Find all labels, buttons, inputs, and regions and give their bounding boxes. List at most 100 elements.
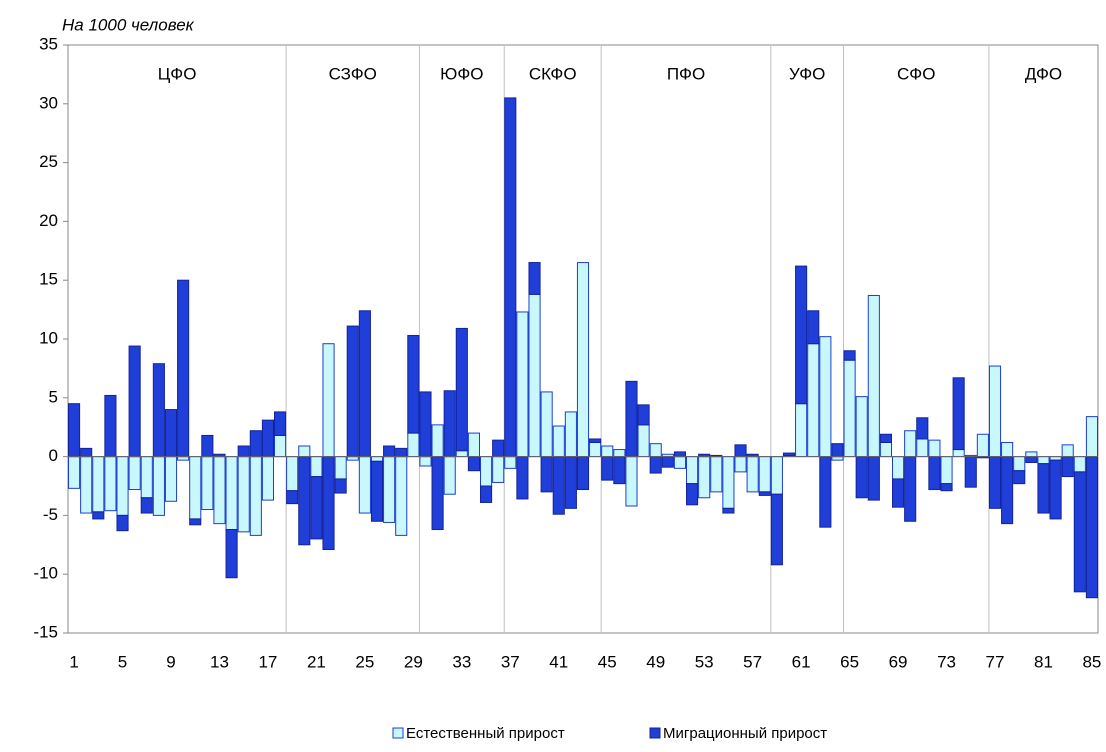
bar	[298, 445, 311, 458]
district-label: ПФО	[667, 64, 705, 83]
bar	[213, 456, 226, 525]
bar	[819, 336, 832, 458]
bar	[831, 443, 844, 458]
bar	[601, 456, 614, 481]
bar	[795, 403, 808, 458]
district-label: ДФО	[1025, 64, 1062, 83]
bar	[601, 445, 614, 458]
x-tick-label: 81	[1034, 652, 1053, 671]
bar	[613, 456, 626, 485]
bar	[867, 456, 880, 501]
bar	[892, 478, 905, 508]
bar	[274, 411, 287, 436]
bar	[92, 511, 105, 520]
bar	[625, 380, 638, 458]
bar	[576, 456, 590, 491]
bar	[104, 456, 117, 512]
bar	[395, 447, 408, 458]
bar	[928, 439, 941, 458]
bar	[201, 456, 214, 511]
bar	[395, 456, 408, 536]
bar	[140, 456, 153, 499]
bar	[746, 456, 759, 493]
legend-label: Миграционный прирост	[663, 725, 827, 742]
bar	[1013, 470, 1026, 485]
district-label: УФО	[789, 64, 825, 83]
bar	[164, 409, 178, 458]
bar	[734, 444, 747, 458]
bar	[1073, 456, 1086, 473]
bar	[807, 343, 820, 458]
legend-swatch	[392, 727, 404, 739]
bar	[516, 311, 529, 458]
bar	[92, 456, 105, 513]
district-label: СЗФО	[329, 64, 377, 83]
bar	[286, 456, 299, 492]
bar	[540, 391, 553, 458]
bar	[249, 456, 262, 536]
y-tick-label: 15	[39, 270, 58, 289]
y-tick-label: -5	[43, 505, 58, 524]
y-tick-label: 5	[49, 387, 58, 406]
bar	[249, 430, 262, 458]
x-tick-label: 21	[307, 652, 326, 671]
y-tick-label: 30	[39, 93, 58, 112]
bar	[940, 456, 953, 485]
bar	[431, 424, 444, 458]
bar	[237, 445, 250, 458]
y-tick-label: -10	[33, 564, 58, 583]
x-tick-label: 29	[404, 652, 423, 671]
x-tick-label: 17	[258, 652, 277, 671]
x-tick-label: 1	[69, 652, 78, 671]
bar	[952, 449, 965, 458]
bar	[370, 456, 384, 462]
bar	[904, 456, 917, 522]
bar	[237, 456, 250, 533]
bar	[358, 456, 371, 514]
bar	[152, 363, 165, 458]
bar	[855, 396, 868, 458]
bar	[467, 456, 481, 472]
bar	[334, 456, 347, 480]
bar	[722, 507, 735, 514]
bar	[177, 279, 190, 458]
bar	[492, 439, 505, 458]
bar	[419, 456, 432, 467]
bar	[116, 514, 129, 532]
bar	[419, 391, 432, 458]
bar	[431, 456, 444, 531]
bar	[552, 425, 565, 458]
bar	[346, 325, 359, 458]
bar	[879, 433, 892, 443]
bar	[1001, 456, 1014, 525]
bar	[80, 456, 93, 514]
bar	[867, 294, 880, 458]
bar	[261, 419, 275, 458]
bar	[625, 456, 638, 507]
bar	[504, 97, 517, 458]
bar	[710, 456, 723, 493]
bar	[310, 456, 323, 478]
bar	[346, 456, 359, 461]
bar	[1085, 456, 1098, 599]
bar	[480, 456, 493, 487]
bar	[480, 485, 493, 503]
bar	[443, 456, 456, 495]
bar	[770, 456, 783, 495]
bar	[516, 456, 529, 500]
bar	[988, 456, 1002, 509]
bar	[201, 434, 214, 458]
bar	[940, 483, 953, 492]
bar	[286, 490, 299, 505]
legend-label: Естественный прирост	[406, 725, 565, 742]
bar	[370, 460, 384, 522]
bar	[504, 456, 517, 469]
bar	[540, 456, 553, 493]
bar	[189, 518, 202, 526]
x-tick-label: 69	[889, 652, 908, 671]
x-tick-label: 9	[166, 652, 175, 671]
x-tick-label: 73	[937, 652, 956, 671]
y-tick-label: 10	[39, 328, 58, 347]
bar	[637, 424, 650, 458]
